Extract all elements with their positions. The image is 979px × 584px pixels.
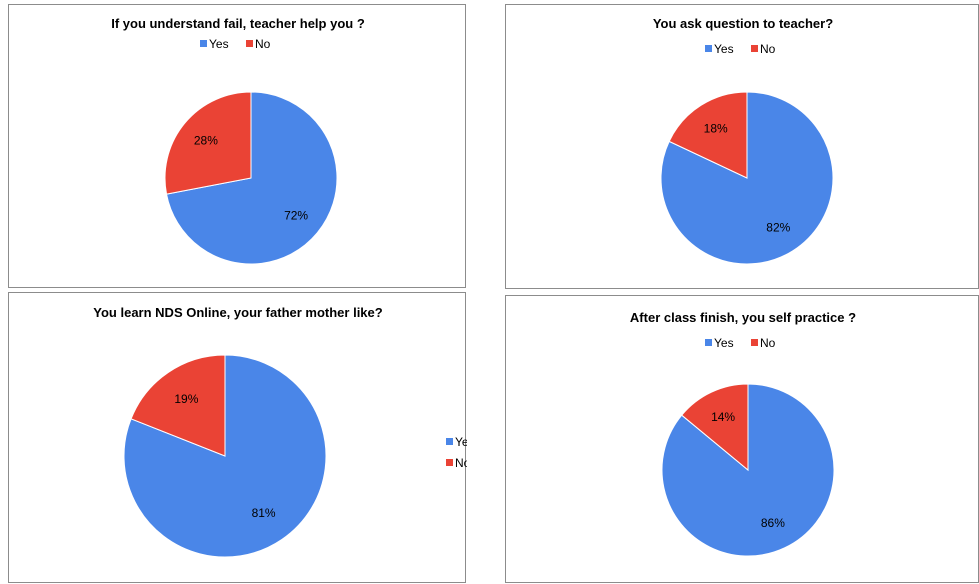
chart-panel-parents-like: You learn NDS Online, your father mother… xyxy=(8,292,467,583)
legend-swatch-no xyxy=(751,339,758,346)
legend-swatch-yes xyxy=(446,438,453,445)
legend-label-no: No xyxy=(255,37,271,51)
pie-chart-svg: If you understand fail, teacher help you… xyxy=(111,16,365,265)
legend-swatch-yes xyxy=(705,45,712,52)
pie-slice-no xyxy=(130,354,226,457)
slice-value-label-yes: 86% xyxy=(761,516,785,530)
legend-label-no: No xyxy=(455,456,467,470)
chart-title: If you understand fail, teacher help you… xyxy=(111,16,365,31)
slice-value-label-no: 18% xyxy=(704,122,728,136)
pie-slice-no xyxy=(681,383,749,472)
pie-chart-svg: You learn NDS Online, your father mother… xyxy=(93,305,467,558)
legend-label-no: No xyxy=(760,336,776,350)
legend-label-yes: Yes xyxy=(209,37,229,51)
slice-value-label-no: 14% xyxy=(711,410,735,424)
chart-title: You learn NDS Online, your father mother… xyxy=(93,305,382,320)
slice-value-label-yes: 82% xyxy=(766,220,790,234)
legend-swatch-no xyxy=(246,40,253,47)
pie-chart-svg: After class finish, you self practice ? Y… xyxy=(630,310,856,557)
legend-label-no: No xyxy=(760,42,776,56)
pie-slice-no xyxy=(668,91,748,179)
chart-panel-ask-question: You ask question to teacher? Yes No 82% 18% xyxy=(505,4,979,289)
legend-swatch-yes xyxy=(200,40,207,47)
legend-label-yes: Yes xyxy=(455,435,467,449)
chart-title: You ask question to teacher? xyxy=(653,16,833,31)
chart-panel-self-practice: After class finish, you self practice ? Y… xyxy=(505,295,979,583)
chart-title: After class finish, you self practice ? xyxy=(630,310,856,325)
pie-slice-yes xyxy=(661,383,835,557)
slice-value-label-yes: 81% xyxy=(252,506,276,520)
chart-panel-teacher-help: If you understand fail, teacher help you… xyxy=(8,4,466,288)
slice-value-label-yes: 72% xyxy=(284,208,308,222)
pie-slice-yes xyxy=(165,91,338,265)
pie-slice-yes xyxy=(660,91,834,265)
legend-swatch-yes xyxy=(705,339,712,346)
legend-label-yes: Yes xyxy=(714,42,734,56)
slice-value-label-no: 19% xyxy=(174,392,198,406)
pie-chart-svg: You ask question to teacher? Yes No 82% 18% xyxy=(653,16,834,265)
legend-label-yes: Yes xyxy=(714,336,734,350)
legend-swatch-no xyxy=(751,45,758,52)
slice-value-label-no: 28% xyxy=(194,134,218,148)
legend-swatch-no xyxy=(446,459,453,466)
pie-slice-no xyxy=(164,91,252,195)
